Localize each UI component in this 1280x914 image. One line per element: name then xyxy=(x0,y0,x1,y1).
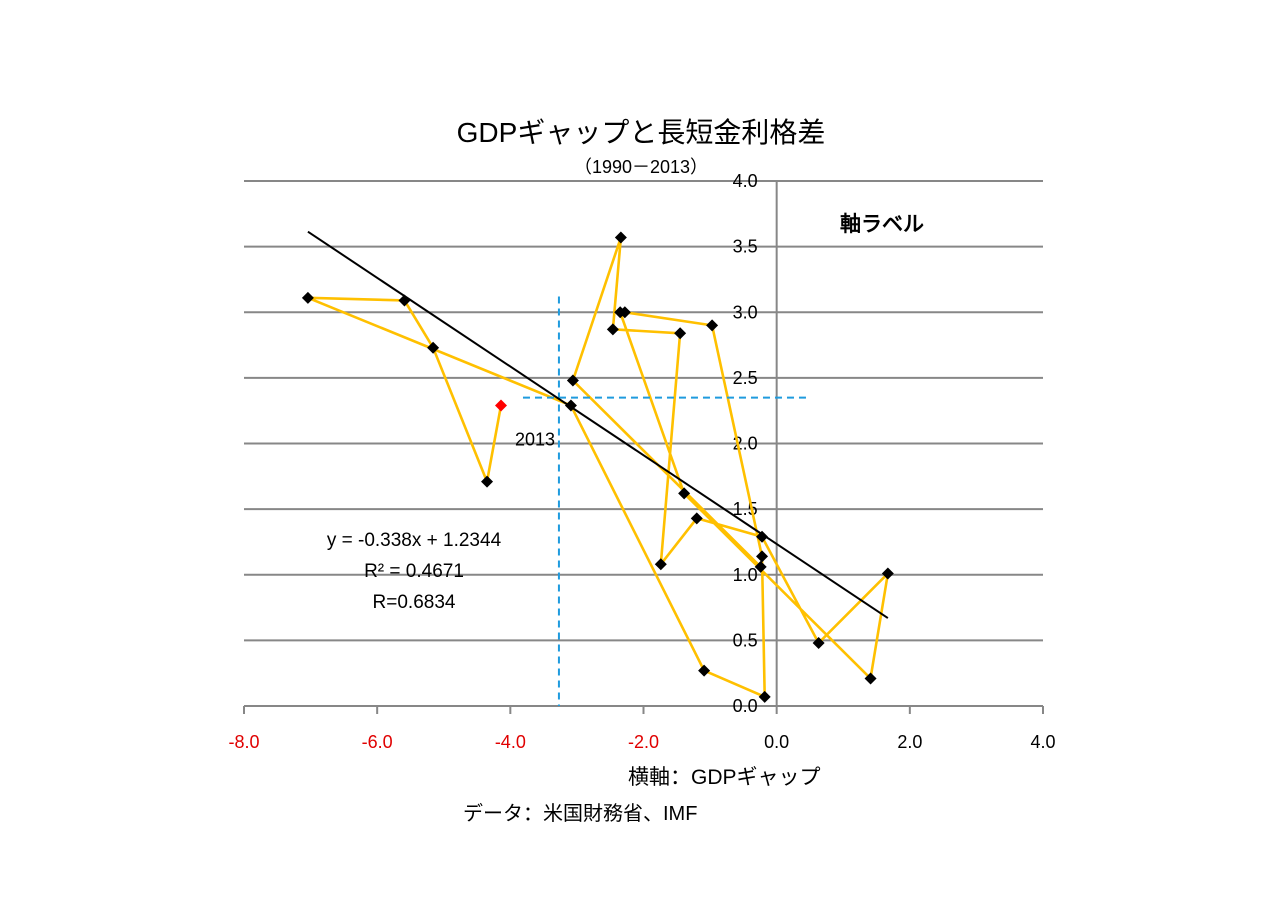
data-point xyxy=(427,341,440,354)
highlighted-data-point xyxy=(495,399,508,412)
y-tick-label: 3.0 xyxy=(733,302,758,322)
gridlines xyxy=(244,180,1043,707)
data-point xyxy=(756,530,769,543)
trendline-r-squared: R² = 0.4671 xyxy=(364,561,464,582)
source-note: データ：米国財務省、IMF xyxy=(463,802,697,825)
x-tick-marks xyxy=(243,706,1044,714)
data-point xyxy=(674,327,687,340)
x-tick-label: -8.0 xyxy=(228,732,259,752)
data-point xyxy=(698,664,711,677)
series-layer xyxy=(306,236,890,699)
data-points xyxy=(301,231,894,703)
x-tick-label: -4.0 xyxy=(495,732,526,752)
x-tick-label: 4.0 xyxy=(1030,732,1055,752)
trendline-equation: y = -0.338x + 1.2344 xyxy=(327,530,502,551)
data-point xyxy=(301,291,314,304)
y-tick-label: 2.5 xyxy=(733,368,758,388)
reference-lines xyxy=(522,296,806,706)
x-tick-label: 0.0 xyxy=(764,732,789,752)
data-point xyxy=(756,550,769,563)
data-point xyxy=(812,637,825,649)
data-point xyxy=(706,319,719,332)
y-tick-label: 1.0 xyxy=(733,565,758,585)
point-labels: 2013 xyxy=(515,429,555,449)
data-point xyxy=(654,558,667,571)
data-point xyxy=(881,567,894,580)
data-point xyxy=(566,374,579,387)
data-point xyxy=(690,512,703,525)
chart-title: GDPギャップと長短金利格差 xyxy=(457,117,826,148)
data-point xyxy=(606,323,619,336)
y-tick-label: 3.5 xyxy=(733,237,758,257)
x-tick-label: 2.0 xyxy=(897,732,922,752)
y-tick-label: 0.5 xyxy=(733,630,758,650)
data-point xyxy=(678,487,691,500)
x-tick-label: -6.0 xyxy=(362,732,393,752)
x-tick-label: -2.0 xyxy=(628,732,659,752)
data-point xyxy=(564,399,577,412)
trendline-r: R=0.6834 xyxy=(373,592,456,613)
data-point xyxy=(864,672,877,685)
x-tick-labels: -8.0 -6.0 -4.0 -2.0 0.0 2.0 4.0 xyxy=(228,732,1055,752)
data-point xyxy=(398,294,411,307)
series-line xyxy=(306,236,890,699)
point-label: 2013 xyxy=(515,429,555,449)
data-point xyxy=(481,475,494,488)
data-point xyxy=(758,690,771,703)
data-point xyxy=(614,231,627,244)
x-axis-label: 横軸：GDPギャップ xyxy=(628,766,821,789)
y-tick-label: 0.0 xyxy=(733,696,758,716)
data-point xyxy=(618,306,631,319)
data-point xyxy=(754,560,767,573)
chart-subtitle: （1990－2013） xyxy=(574,157,708,177)
y-axis-label: 軸ラベル xyxy=(840,212,924,236)
y-tick-label: 4.0 xyxy=(733,171,758,191)
